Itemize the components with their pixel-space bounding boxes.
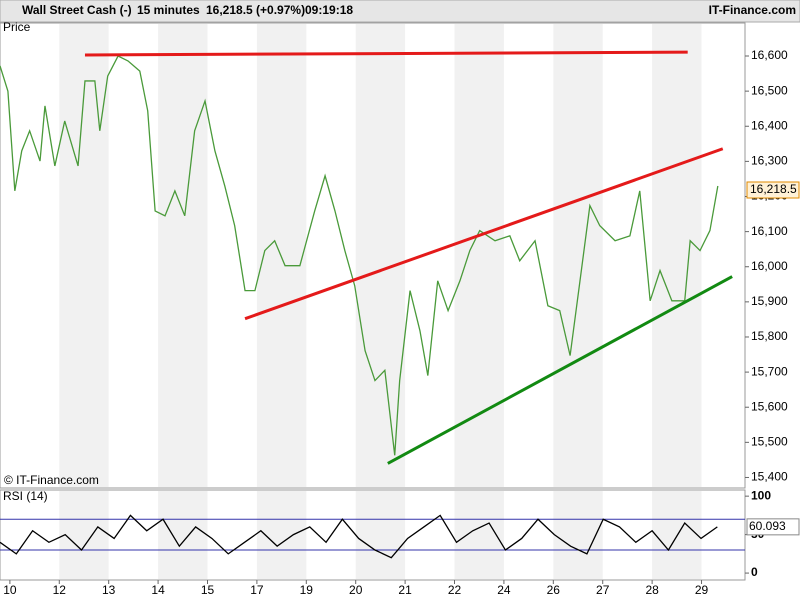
x-tick-label: 14 bbox=[151, 583, 165, 597]
interval: 15 minutes bbox=[137, 3, 200, 17]
x-tick-label: 19 bbox=[300, 583, 314, 597]
day-band bbox=[256, 491, 307, 579]
y-tick-label: 16,400 bbox=[751, 118, 788, 132]
header-bar bbox=[0, 0, 800, 23]
copyright: © IT-Finance.com bbox=[4, 473, 99, 487]
y-tick-label: 16,600 bbox=[751, 48, 788, 62]
y-tick-label: 15,500 bbox=[751, 435, 788, 449]
site: IT-Finance.com bbox=[709, 3, 796, 17]
x-tick-label: 27 bbox=[596, 583, 610, 597]
day-band bbox=[158, 491, 208, 579]
day-band bbox=[553, 24, 603, 487]
day-band bbox=[652, 24, 702, 487]
time: 09:19:18 bbox=[305, 3, 353, 17]
x-tick-label: 15 bbox=[201, 583, 215, 597]
x-tick-label: 20 bbox=[349, 583, 363, 597]
day-band bbox=[355, 24, 406, 487]
instrument: Wall Street Cash (-) bbox=[22, 3, 132, 17]
y-tick-label: 0 bbox=[751, 565, 758, 579]
y-tick-label: 15,900 bbox=[751, 294, 788, 308]
x-tick-label: 29 bbox=[695, 583, 709, 597]
panel-title: Price bbox=[3, 20, 31, 34]
day-band bbox=[454, 24, 504, 487]
trend-line bbox=[84, 50, 688, 57]
y-tick-label: 16,100 bbox=[751, 224, 788, 238]
y-tick-label: 100 bbox=[751, 488, 771, 502]
y-tick-label: 16,500 bbox=[751, 83, 788, 97]
y-tick-label: 16,300 bbox=[751, 154, 788, 168]
x-tick-label: 10 bbox=[3, 583, 17, 597]
day-band bbox=[158, 24, 208, 487]
plots: 15,400 15,500 15,600 15,700 15,800 15,900 16,0… bbox=[0, 20, 800, 597]
day-band bbox=[553, 491, 603, 579]
last-value-box bbox=[746, 518, 800, 536]
y-tick-label: 15,800 bbox=[751, 329, 788, 343]
x-tick-label: 24 bbox=[497, 583, 511, 597]
price-line bbox=[0, 514, 718, 559]
x-tick-label: 26 bbox=[547, 583, 561, 597]
price-line bbox=[0, 55, 719, 456]
y-tick-label: 15,600 bbox=[751, 399, 788, 413]
day-band bbox=[59, 491, 109, 579]
last-value: 60.093 bbox=[749, 519, 786, 533]
y-tick-label: 15,400 bbox=[751, 470, 788, 484]
day-band bbox=[256, 24, 307, 487]
last-price: 16,218.5 bbox=[750, 182, 797, 196]
day-band bbox=[355, 491, 406, 579]
x-tick-label: 13 bbox=[102, 583, 116, 597]
y-tick-label: 15,700 bbox=[751, 364, 788, 378]
x-tick-label: 12 bbox=[53, 583, 67, 597]
x-tick-label: 22 bbox=[448, 583, 462, 597]
panel-title: RSI (14) bbox=[3, 489, 48, 503]
last-price-box bbox=[746, 181, 800, 199]
quote: 16,218.5 (+0.97%) bbox=[206, 3, 305, 17]
x-tick-label: 21 bbox=[398, 583, 412, 597]
y-tick-label: 16,000 bbox=[751, 259, 788, 273]
day-band bbox=[59, 24, 109, 487]
x-tick-label: 28 bbox=[645, 583, 659, 597]
trend-line bbox=[387, 275, 733, 465]
x-tick-label: 17 bbox=[250, 583, 264, 597]
trend-line bbox=[244, 147, 724, 321]
